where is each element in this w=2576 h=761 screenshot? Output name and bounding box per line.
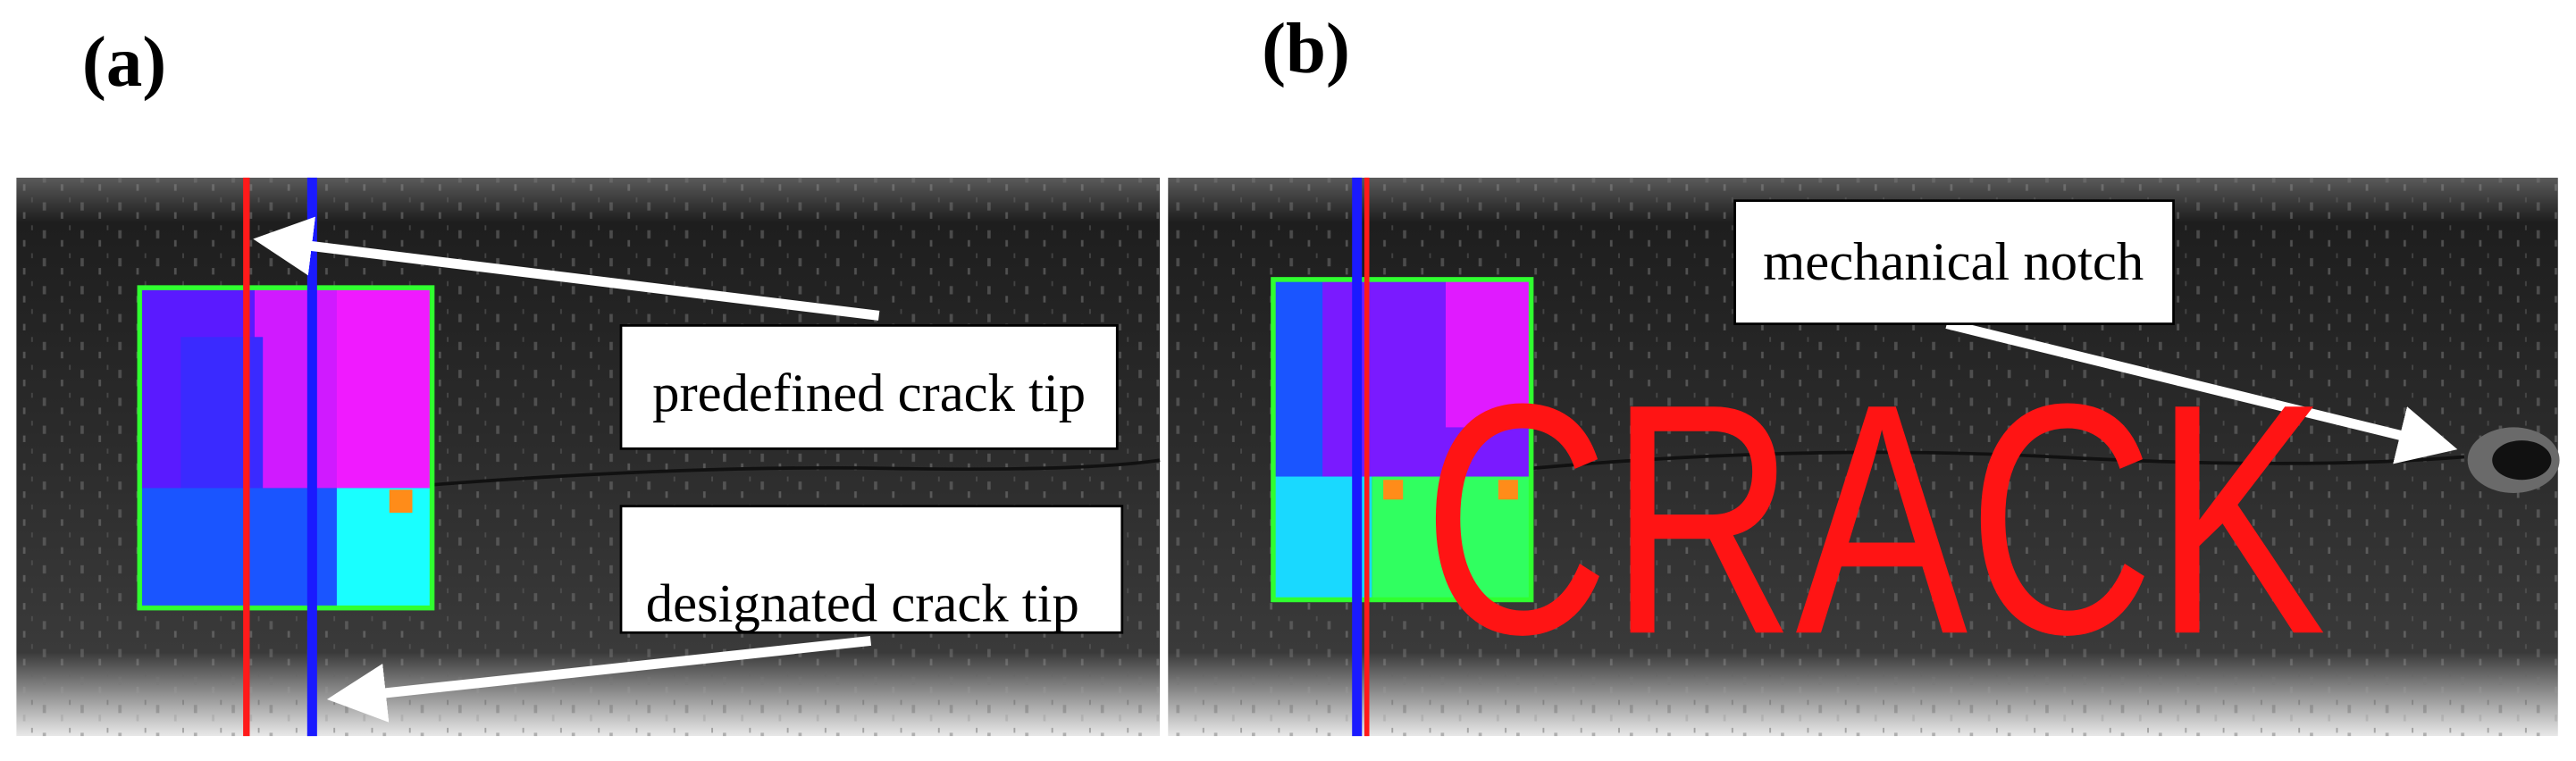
panel-image (16, 177, 1161, 737)
panel-label: (b) (1262, 9, 1350, 88)
annotation-box (619, 505, 1124, 634)
overlay-text: CRACK (1422, 335, 2326, 702)
annotation: designated crack tip (646, 573, 1079, 633)
annotation-box (1733, 199, 2175, 325)
annotation-box (619, 324, 1119, 450)
annotation: predefined crack tip (652, 364, 1086, 423)
panel-label: (a) (82, 22, 166, 102)
annotation: mechanical notch (1763, 232, 2144, 292)
